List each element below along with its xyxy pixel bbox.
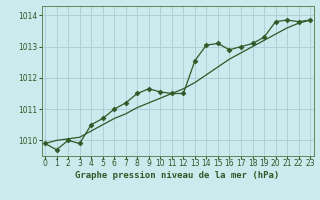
X-axis label: Graphe pression niveau de la mer (hPa): Graphe pression niveau de la mer (hPa) [76,171,280,180]
